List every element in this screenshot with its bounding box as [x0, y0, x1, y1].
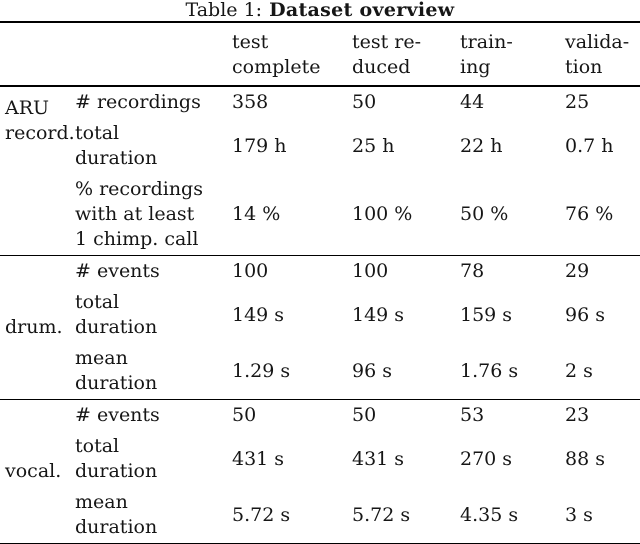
metric-label: # events [75, 404, 160, 426]
cell-value: 1.76 s [460, 359, 519, 382]
table-row: mean duration 1.29 s 96 s 1.76 s 2 s [0, 343, 640, 400]
table-row: % recordings with at least 1 chimp. call… [0, 174, 640, 256]
metric-label: total duration [75, 291, 158, 338]
metric-label: # recordings [75, 91, 201, 113]
cell-value: 5.72 s [352, 503, 411, 526]
table-header: test complete test re- duced train- ing … [0, 22, 640, 87]
metric-label: mean duration [75, 347, 158, 394]
column-header-training: train- ing [460, 22, 565, 87]
table-caption-label: Table 1: [185, 0, 263, 21]
column-header-test-complete: test complete [232, 22, 352, 87]
cell-value: 431 s [232, 447, 285, 470]
metric-label: total duration [75, 435, 158, 482]
header-row: test complete test re- duced train- ing … [0, 22, 640, 87]
cell-value: 22 h [460, 134, 503, 157]
cell-value: 96 s [352, 359, 392, 382]
cell-value: 2 s [565, 359, 593, 382]
cell-value: 29 [565, 260, 590, 282]
table-row: vocal. # events 50 50 53 23 [0, 400, 640, 482]
table-row: drum. # events 100 100 78 29 [0, 256, 640, 338]
cell-value: 149 s [352, 303, 405, 326]
cell-value: 76 % [565, 203, 614, 225]
cell-value: 78 [460, 260, 485, 282]
cell-value: 4.35 s [460, 503, 519, 526]
group-drumming: drum. # events 100 100 78 29 total durat… [0, 255, 640, 400]
cell-value: 50 [352, 404, 377, 426]
cell-value: 53 [460, 404, 485, 426]
cell-value: 431 s [352, 447, 405, 470]
group-label-vocal: vocal. [5, 460, 62, 482]
group-label-drum: drum. [5, 316, 63, 338]
cell-value: 88 s [565, 447, 605, 470]
cell-value: 44 [460, 91, 485, 113]
cell-value: 159 s [460, 303, 513, 326]
dataset-overview-table: test complete test re- duced train- ing … [0, 21, 640, 544]
cell-value: 23 [565, 404, 590, 426]
column-header-validation: valida- tion [565, 22, 640, 87]
group-label-aru-record: ARU record. [5, 97, 75, 144]
metric-label: mean duration [75, 491, 158, 538]
group-aru-recordings: ARU record. # recordings 358 50 44 25 to… [0, 86, 640, 256]
cell-value: 14 % [232, 203, 281, 225]
cell-value: 179 h [232, 134, 287, 157]
cell-value: 50 [352, 91, 377, 113]
cell-value: 25 h [352, 134, 395, 157]
cell-value: 149 s [232, 303, 285, 326]
table-caption: Table 1: Dataset overview [0, 0, 640, 21]
cell-value: 358 [232, 91, 269, 113]
metric-label: % recordings with at least 1 chimp. call [75, 178, 203, 250]
cell-value: 100 [232, 260, 269, 282]
cell-value: 25 [565, 91, 590, 113]
table-caption-title: Dataset overview [269, 0, 455, 21]
cell-value: 5.72 s [232, 503, 291, 526]
cell-value: 50 [232, 404, 257, 426]
header-spacer-group [0, 22, 75, 87]
table-row: total duration 149 s 149 s 159 s 96 s [0, 287, 640, 343]
cell-value: 50 % [460, 203, 509, 225]
table-row: total duration 431 s 431 s 270 s 88 s [0, 431, 640, 487]
header-spacer-metric [75, 22, 232, 87]
table-row: ARU record. # recordings 358 50 44 25 [0, 86, 640, 144]
metric-label: # events [75, 260, 160, 282]
cell-value: 0.7 h [565, 134, 614, 157]
cell-value: 96 s [565, 303, 605, 326]
column-header-test-reduced: test re- duced [352, 22, 460, 87]
cell-value: 100 % [352, 203, 413, 225]
table-row: total duration 179 h 25 h 22 h 0.7 h [0, 118, 640, 174]
cell-value: 270 s [460, 447, 513, 470]
table-row: mean duration 5.72 s 5.72 s 4.35 s 3 s [0, 487, 640, 544]
metric-label: total duration [75, 122, 158, 169]
cell-value: 100 [352, 260, 389, 282]
cell-value: 1.29 s [232, 359, 291, 382]
group-vocalizations: vocal. # events 50 50 53 23 total durati… [0, 399, 640, 544]
cell-value: 3 s [565, 503, 593, 526]
